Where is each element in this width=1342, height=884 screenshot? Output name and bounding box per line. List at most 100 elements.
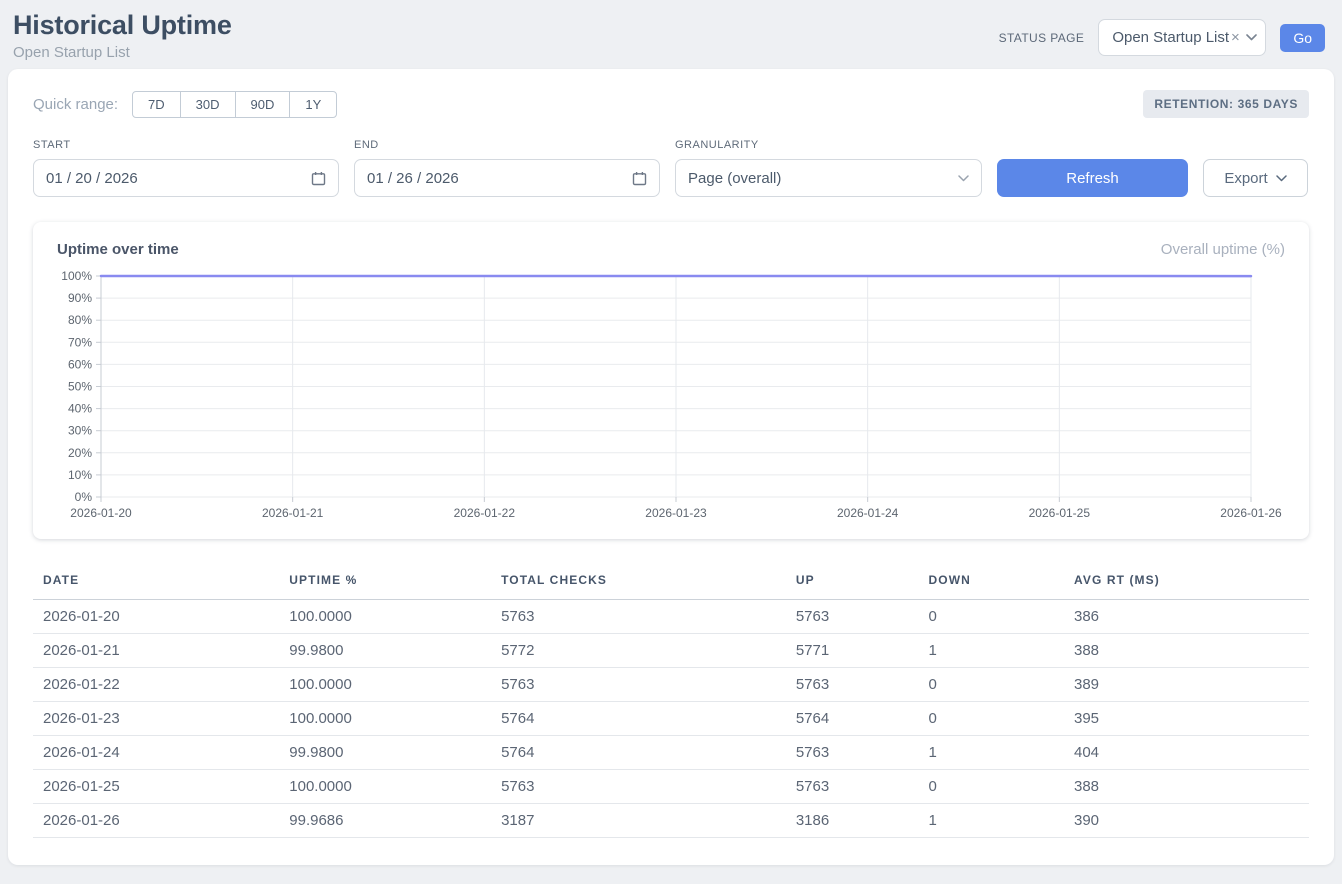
quick-range-90d[interactable]: 90D bbox=[235, 91, 291, 118]
filter-form-row: START 01 / 20 / 2026 END 01 / 26 / 2026 … bbox=[33, 139, 1309, 197]
table-cell: 0 bbox=[919, 600, 1064, 634]
table-cell: 5772 bbox=[491, 634, 786, 668]
table-cell: 2026-01-26 bbox=[33, 804, 279, 838]
table-cell: 5764 bbox=[491, 736, 786, 770]
table-cell: 100.0000 bbox=[279, 668, 491, 702]
retention-badge: RETENTION: 365 DAYS bbox=[1143, 90, 1309, 118]
table-row: 2026-01-2199.9800577257711388 bbox=[33, 634, 1309, 668]
start-date-field: START 01 / 20 / 2026 bbox=[33, 139, 339, 197]
quick-range-30d[interactable]: 30D bbox=[180, 91, 236, 118]
start-date-input[interactable]: 01 / 20 / 2026 bbox=[33, 159, 339, 197]
table-header-down: DOWN bbox=[919, 564, 1064, 600]
table-cell: 5764 bbox=[491, 702, 786, 736]
quick-range-group: 7D 30D 90D 1Y bbox=[132, 91, 337, 118]
y-tick-label: 40% bbox=[68, 402, 92, 416]
go-button[interactable]: Go bbox=[1280, 24, 1325, 52]
uptime-chart-card: Uptime over time Overall uptime (%) 0%10… bbox=[33, 222, 1309, 539]
top-bar: Historical Uptime Open Startup List STAT… bbox=[0, 0, 1342, 69]
end-date-value: 01 / 26 / 2026 bbox=[367, 170, 632, 187]
table-cell: 389 bbox=[1064, 668, 1309, 702]
calendar-icon[interactable] bbox=[311, 171, 326, 186]
table-cell: 100.0000 bbox=[279, 600, 491, 634]
table-cell: 388 bbox=[1064, 770, 1309, 804]
y-tick-label: 70% bbox=[68, 335, 92, 349]
table-cell: 2026-01-22 bbox=[33, 668, 279, 702]
table-cell: 5763 bbox=[491, 770, 786, 804]
x-tick-label: 2026-01-22 bbox=[454, 506, 516, 520]
table-cell: 3187 bbox=[491, 804, 786, 838]
table-cell: 404 bbox=[1064, 736, 1309, 770]
table-cell: 100.0000 bbox=[279, 770, 491, 804]
table-cell: 388 bbox=[1064, 634, 1309, 668]
table-cell: 5763 bbox=[491, 668, 786, 702]
table-cell: 3186 bbox=[786, 804, 919, 838]
table-header-date: DATE bbox=[33, 564, 279, 600]
clear-selection-icon[interactable]: × bbox=[1231, 29, 1240, 46]
table-cell: 99.9800 bbox=[279, 736, 491, 770]
table-cell: 5763 bbox=[786, 600, 919, 634]
status-page-select[interactable]: Open Startup List × bbox=[1098, 19, 1266, 56]
y-tick-label: 30% bbox=[68, 424, 92, 438]
y-tick-label: 80% bbox=[68, 313, 92, 327]
main-panel: Quick range: 7D 30D 90D 1Y RETENTION: 36… bbox=[8, 69, 1334, 865]
table-cell: 390 bbox=[1064, 804, 1309, 838]
table-row: 2026-01-25100.0000576357630388 bbox=[33, 770, 1309, 804]
chart-legend: Overall uptime (%) bbox=[1161, 241, 1285, 258]
table-cell: 386 bbox=[1064, 600, 1309, 634]
calendar-icon[interactable] bbox=[632, 171, 647, 186]
page-subtitle: Open Startup List bbox=[13, 44, 232, 61]
granularity-value: Page (overall) bbox=[688, 170, 958, 187]
quick-range-label: Quick range: bbox=[33, 96, 118, 113]
table-header-row: DATE UPTIME % TOTAL CHECKS UP DOWN AVG R… bbox=[33, 564, 1309, 600]
table-cell: 5763 bbox=[786, 668, 919, 702]
table-row: 2026-01-2499.9800576457631404 bbox=[33, 736, 1309, 770]
y-tick-label: 90% bbox=[68, 291, 92, 305]
status-page-select-value: Open Startup List bbox=[1112, 29, 1229, 46]
chart-title: Uptime over time bbox=[57, 241, 179, 258]
table-header-uptime: UPTIME % bbox=[279, 564, 491, 600]
table-cell: 395 bbox=[1064, 702, 1309, 736]
quick-range-1y[interactable]: 1Y bbox=[289, 91, 337, 118]
uptime-table-body: 2026-01-20100.00005763576303862026-01-21… bbox=[33, 600, 1309, 838]
y-tick-label: 50% bbox=[68, 380, 92, 394]
table-cell: 5763 bbox=[786, 736, 919, 770]
x-tick-label: 2026-01-21 bbox=[262, 506, 324, 520]
table-cell: 99.9686 bbox=[279, 804, 491, 838]
table-cell: 0 bbox=[919, 668, 1064, 702]
quick-range-7d[interactable]: 7D bbox=[132, 91, 181, 118]
export-button[interactable]: Export bbox=[1203, 159, 1308, 197]
table-cell: 5771 bbox=[786, 634, 919, 668]
table-cell: 2026-01-21 bbox=[33, 634, 279, 668]
table-cell: 1 bbox=[919, 804, 1064, 838]
refresh-button[interactable]: Refresh bbox=[997, 159, 1188, 197]
export-button-label: Export bbox=[1224, 170, 1267, 187]
table-header-up: UP bbox=[786, 564, 919, 600]
table-cell: 5763 bbox=[491, 600, 786, 634]
y-tick-label: 10% bbox=[68, 468, 92, 482]
page-title: Historical Uptime bbox=[13, 10, 232, 41]
table-cell: 2026-01-23 bbox=[33, 702, 279, 736]
table-header-avg-rt: AVG RT (MS) bbox=[1064, 564, 1309, 600]
uptime-chart: 0%10%20%30%40%50%60%70%80%90%100%2026-01… bbox=[57, 270, 1285, 527]
table-row: 2026-01-20100.0000576357630386 bbox=[33, 600, 1309, 634]
start-date-label: START bbox=[33, 139, 339, 151]
table-cell: 5763 bbox=[786, 770, 919, 804]
uptime-table: DATE UPTIME % TOTAL CHECKS UP DOWN AVG R… bbox=[33, 564, 1309, 838]
chart-header: Uptime over time Overall uptime (%) bbox=[57, 241, 1285, 258]
x-tick-label: 2026-01-25 bbox=[1029, 506, 1091, 520]
table-cell: 1 bbox=[919, 736, 1064, 770]
x-tick-label: 2026-01-23 bbox=[645, 506, 707, 520]
end-date-field: END 01 / 26 / 2026 bbox=[354, 139, 660, 197]
start-date-value: 01 / 20 / 2026 bbox=[46, 170, 311, 187]
end-date-input[interactable]: 01 / 26 / 2026 bbox=[354, 159, 660, 197]
quick-range-row: Quick range: 7D 30D 90D 1Y RETENTION: 36… bbox=[33, 90, 1309, 118]
uptime-chart-svg: 0%10%20%30%40%50%60%70%80%90%100%2026-01… bbox=[57, 270, 1285, 522]
table-cell: 0 bbox=[919, 702, 1064, 736]
end-date-label: END bbox=[354, 139, 660, 151]
table-row: 2026-01-23100.0000576457640395 bbox=[33, 702, 1309, 736]
granularity-select[interactable]: Page (overall) bbox=[675, 159, 982, 197]
granularity-field: GRANULARITY Page (overall) bbox=[675, 139, 982, 197]
table-row: 2026-01-2699.9686318731861390 bbox=[33, 804, 1309, 838]
y-tick-label: 60% bbox=[68, 357, 92, 371]
x-tick-label: 2026-01-26 bbox=[1220, 506, 1282, 520]
